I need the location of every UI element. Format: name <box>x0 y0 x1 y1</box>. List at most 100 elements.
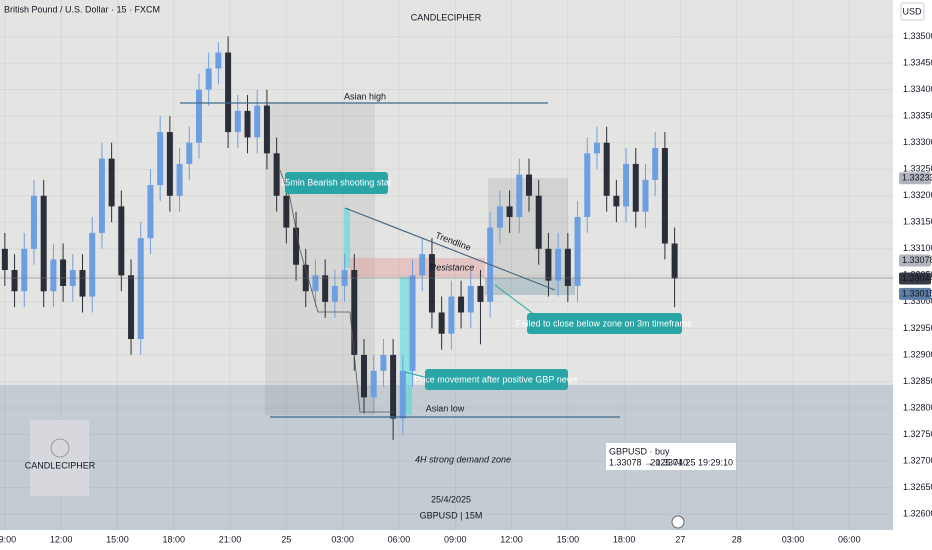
price-tag-label: 1.33044 <box>902 273 932 283</box>
x-tick-label: 09:00 <box>444 534 467 544</box>
callout-text: 15min Bearish shooting star <box>280 177 392 187</box>
candle-body <box>118 206 125 276</box>
candle-body <box>603 142 610 196</box>
x-tick-label: 25 <box>281 534 291 544</box>
candle-body <box>166 132 173 196</box>
y-tick-label: 1.33300 <box>903 137 932 147</box>
y-tick-label: 1.33400 <box>903 84 932 94</box>
candle-body <box>30 195 37 249</box>
event-icon <box>671 515 685 529</box>
grid <box>0 0 893 530</box>
currency: USD <box>902 6 922 16</box>
widget <box>606 443 736 470</box>
candle-body <box>293 227 300 265</box>
y-tick-label: 1.33150 <box>903 217 932 227</box>
candle-body <box>147 185 154 239</box>
candle-body <box>613 195 620 207</box>
candle-body <box>254 105 261 138</box>
candle-body <box>496 206 503 228</box>
candle-body <box>11 270 18 292</box>
path-line <box>279 169 395 413</box>
candle-body <box>351 270 358 355</box>
y-tick-label: 1.32600 <box>903 508 932 518</box>
y-tick-label: 1.32900 <box>903 349 932 359</box>
candle-body <box>263 105 270 154</box>
y-tick-label: 1.33250 <box>903 164 932 174</box>
x-tick-label: 06:00 <box>388 534 411 544</box>
callout <box>285 172 388 194</box>
candle-body <box>409 275 416 371</box>
y-tick-label: 1.33200 <box>903 190 932 200</box>
candle-body <box>137 238 144 340</box>
callout <box>527 313 682 334</box>
y-tick-label: 1.32700 <box>903 455 932 465</box>
candle-body <box>21 248 28 292</box>
candle-body <box>50 259 57 292</box>
logo-box <box>30 420 89 496</box>
price-tag <box>899 172 931 185</box>
candle-body <box>661 148 668 244</box>
x-tick-label: 03:00 <box>331 534 354 544</box>
candle-body <box>322 275 329 302</box>
candle-body <box>467 285 474 313</box>
time-axis <box>0 530 893 550</box>
candle-body <box>244 110 251 138</box>
callout-text: Price movement after positive GBP news <box>414 374 578 384</box>
y-tick-label: 1.33350 <box>903 111 932 121</box>
x-tick-label: 18:00 <box>613 534 636 544</box>
candle-body <box>390 354 397 419</box>
candle-body <box>157 132 164 186</box>
widget-prices: 1.33078 → 1.33710 <box>609 457 688 467</box>
candle-body <box>195 89 202 143</box>
x-tick-label: 12:00 <box>50 534 73 544</box>
callout-pointer <box>494 284 536 316</box>
candle-body <box>312 275 319 292</box>
price-tag <box>899 254 931 267</box>
x-tick-label: 18:00 <box>162 534 185 544</box>
symbol: British Pound / U.S. Dollar · 15 · FXCM <box>4 4 160 14</box>
candle-body <box>584 153 591 217</box>
candle-body <box>632 163 639 212</box>
x-tick-label: 06:00 <box>838 534 861 544</box>
candle-body <box>1 248 8 271</box>
x-tick-label: 21:00 <box>219 534 242 544</box>
demand-zone <box>0 385 893 530</box>
y-tick-label: 1.32950 <box>903 323 932 333</box>
trendline <box>344 207 556 291</box>
candle-body <box>60 259 67 286</box>
y-tick-label: 1.32650 <box>903 482 932 492</box>
y-tick-label: 1.32850 <box>903 376 932 386</box>
candle-body <box>89 232 96 297</box>
candle-body <box>526 174 533 196</box>
candle-body <box>40 195 47 292</box>
candle-body <box>380 354 387 371</box>
price-tag-label: 1.33078 <box>902 255 932 265</box>
candle-body <box>205 68 212 90</box>
y-tick-label: 1.33450 <box>903 58 932 68</box>
candle-body <box>448 296 455 334</box>
candle-body <box>671 243 678 279</box>
currency-box <box>900 2 925 21</box>
candle-body <box>535 195 542 249</box>
candle-body <box>593 142 600 154</box>
x-tick-label: 12:00 <box>500 534 523 544</box>
resistance-zone <box>350 258 485 277</box>
candle-body <box>234 110 241 133</box>
zone-box <box>485 278 575 295</box>
candle-body <box>428 254 435 313</box>
demand-zone-label: 4H strong demand zone <box>415 454 511 464</box>
resistance-label: Resistance <box>430 262 475 272</box>
asian-high-label: Asian high <box>344 91 386 101</box>
candle-body <box>438 312 445 334</box>
x-tick-label: 15:00 <box>106 534 129 544</box>
callout-pointer <box>404 371 429 379</box>
axes: 1.32600 1.32650 1.32700 1.32750 1.32800 1.328… <box>0 31 932 544</box>
candle-body <box>283 195 290 228</box>
candle-body <box>79 270 86 297</box>
candle-body <box>128 275 135 340</box>
candle-body <box>652 148 659 180</box>
x-tick-label: 09:00 <box>0 534 16 544</box>
candle-body <box>545 248 552 281</box>
